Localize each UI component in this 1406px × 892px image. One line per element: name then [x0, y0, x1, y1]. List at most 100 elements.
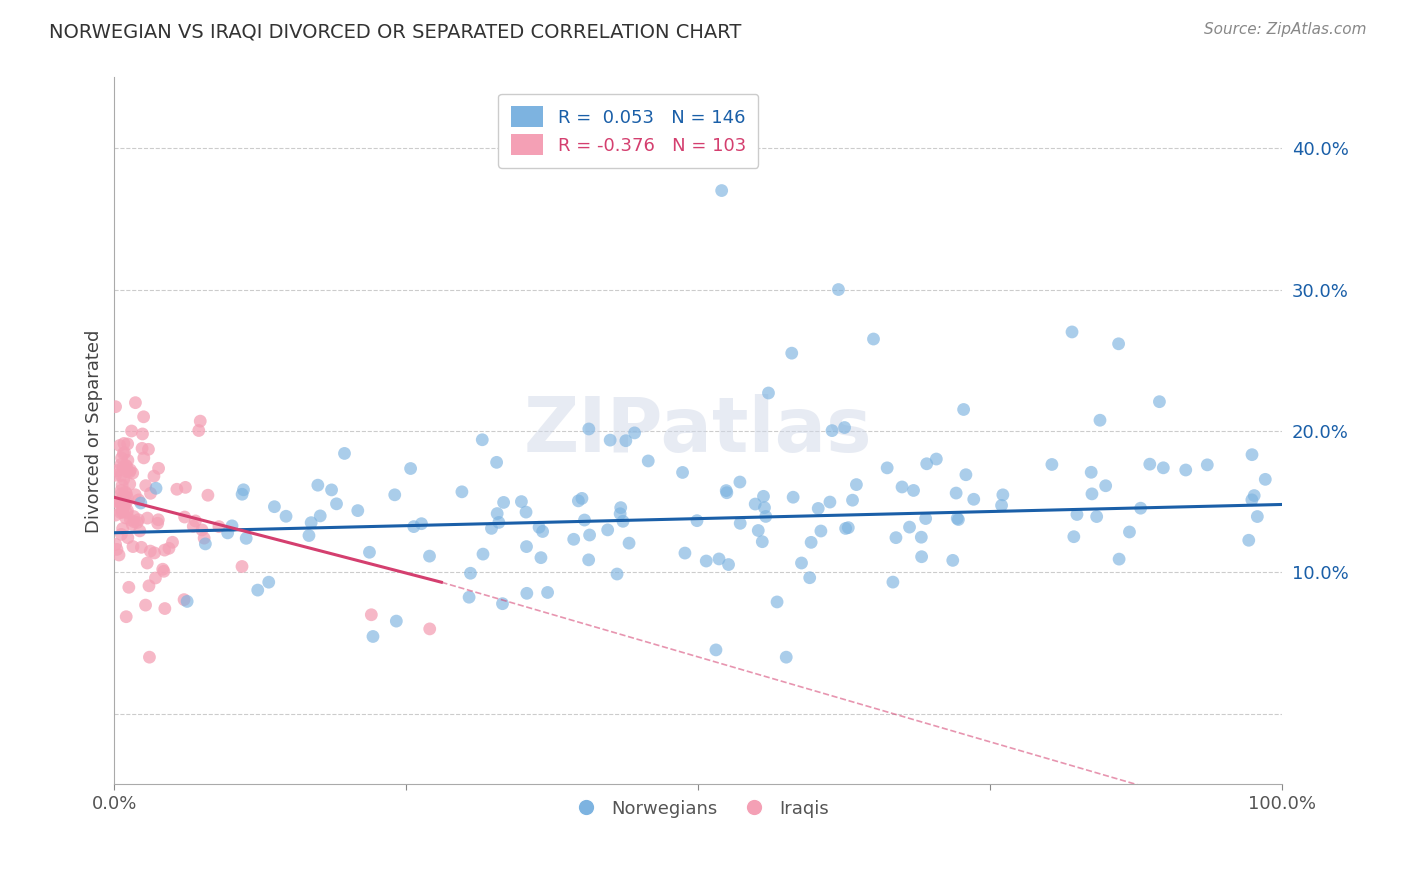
Point [235, 532, 257, 546]
Point [110, 458, 132, 472]
Point [153, 543, 176, 558]
Point [1088, 413, 1111, 427]
Point [716, 483, 738, 498]
Point [321, 483, 343, 497]
Point [882, 575, 904, 590]
Point [298, 528, 321, 542]
Point [127, 513, 149, 527]
Point [112, 459, 135, 474]
Point [110, 450, 132, 465]
Point [181, 519, 204, 533]
Point [110, 483, 132, 498]
Point [1040, 458, 1063, 472]
Point [148, 513, 170, 527]
Point [307, 478, 329, 492]
Point [136, 511, 159, 525]
Point [208, 519, 231, 533]
Point [695, 554, 717, 568]
Point [120, 463, 142, 477]
Point [187, 424, 209, 438]
Point [114, 446, 136, 460]
Y-axis label: Divorced or Separated: Divorced or Separated [86, 329, 103, 533]
Point [516, 586, 538, 600]
Point [955, 467, 977, 482]
Point [578, 553, 600, 567]
Point [827, 283, 849, 297]
Point [131, 442, 153, 456]
Point [751, 534, 773, 549]
Point [578, 528, 600, 542]
Point [704, 643, 727, 657]
Point [110, 506, 132, 520]
Point [110, 468, 132, 483]
Point [121, 424, 143, 438]
Point [105, 495, 128, 509]
Point [530, 550, 553, 565]
Point [152, 562, 174, 576]
Point [112, 472, 135, 486]
Point [384, 488, 406, 502]
Point [153, 564, 176, 578]
Point [1081, 487, 1104, 501]
Point [775, 650, 797, 665]
Point [492, 495, 515, 509]
Point [707, 552, 730, 566]
Text: ZIPatlas: ZIPatlas [524, 394, 873, 468]
Point [1085, 509, 1108, 524]
Point [138, 579, 160, 593]
Point [132, 450, 155, 465]
Point [488, 516, 510, 530]
Point [191, 523, 214, 537]
Point [1254, 472, 1277, 486]
Point [124, 488, 146, 502]
Point [606, 567, 628, 582]
Point [1240, 492, 1263, 507]
Point [910, 530, 932, 544]
Point [115, 506, 138, 520]
Point [599, 433, 621, 447]
Point [766, 595, 789, 609]
Point [1139, 457, 1161, 471]
Point [131, 427, 153, 442]
Point [991, 488, 1014, 502]
Point [515, 540, 537, 554]
Point [193, 531, 215, 545]
Point [411, 516, 433, 531]
Point [114, 511, 136, 525]
Point [111, 505, 134, 519]
Point [481, 521, 503, 535]
Point [562, 533, 585, 547]
Point [188, 414, 211, 428]
Point [596, 523, 619, 537]
Point [359, 545, 381, 559]
Point [257, 575, 280, 590]
Point [755, 509, 778, 524]
Point [128, 524, 150, 538]
Point [120, 513, 142, 527]
Point [578, 422, 600, 436]
Point [914, 511, 936, 525]
Point [145, 481, 167, 495]
Point [617, 536, 640, 550]
Point [1094, 479, 1116, 493]
Point [1063, 530, 1085, 544]
Point [1237, 533, 1260, 548]
Point [744, 497, 766, 511]
Point [114, 498, 136, 512]
Point [845, 477, 868, 491]
Point [1149, 394, 1171, 409]
Point [114, 485, 136, 500]
Point [402, 519, 425, 533]
Point [131, 541, 153, 555]
Point [118, 477, 141, 491]
Point [128, 492, 150, 507]
Point [1066, 508, 1088, 522]
Point [117, 491, 139, 505]
Point [458, 591, 481, 605]
Point [112, 499, 135, 513]
Point [460, 566, 482, 581]
Point [609, 500, 631, 515]
Point [671, 466, 693, 480]
Point [472, 547, 495, 561]
Point [609, 507, 631, 521]
